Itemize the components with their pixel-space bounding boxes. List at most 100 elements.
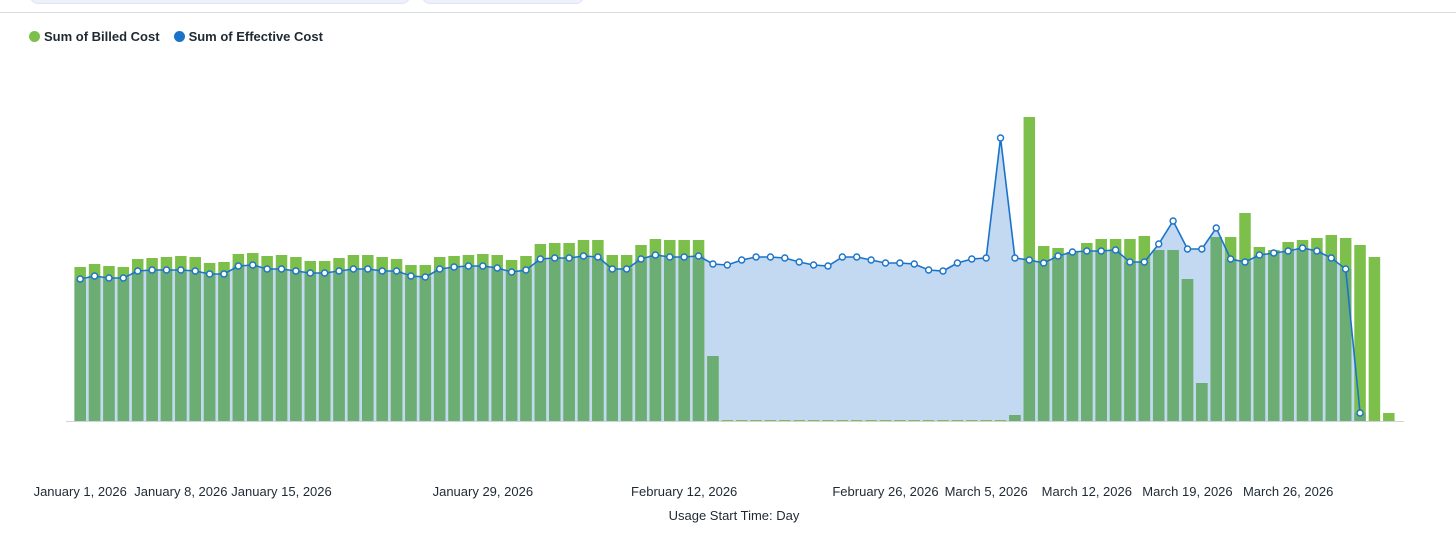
effective-cost-point[interactable]: [335, 267, 343, 275]
effective-cost-point[interactable]: [1140, 258, 1149, 266]
effective-cost-point[interactable]: [551, 254, 559, 262]
effective-cost-point[interactable]: [881, 259, 890, 267]
effective-cost-point[interactable]: [536, 255, 545, 263]
effective-cost-point[interactable]: [982, 254, 990, 262]
effective-cost-point[interactable]: [292, 267, 300, 275]
effective-cost-point[interactable]: [781, 254, 789, 262]
effective-cost-point[interactable]: [1126, 258, 1134, 266]
effective-cost-point[interactable]: [1241, 258, 1249, 266]
billed-cost-bar[interactable]: [750, 420, 762, 421]
effective-cost-point[interactable]: [1111, 246, 1120, 254]
effective-cost-point[interactable]: [809, 261, 818, 269]
effective-cost-point[interactable]: [90, 272, 99, 280]
effective-cost-point[interactable]: [1025, 256, 1033, 264]
effective-cost-point[interactable]: [493, 264, 501, 272]
billed-cost-bar[interactable]: [1368, 257, 1381, 421]
effective-cost-point[interactable]: [1097, 247, 1105, 255]
effective-cost-point[interactable]: [594, 253, 602, 261]
effective-cost-point[interactable]: [249, 261, 257, 269]
effective-cost-point[interactable]: [349, 265, 358, 273]
effective-cost-point[interactable]: [421, 273, 430, 281]
effective-cost-point[interactable]: [1255, 251, 1264, 259]
effective-cost-point[interactable]: [910, 260, 918, 268]
effective-cost-point[interactable]: [680, 253, 688, 261]
effective-cost-point[interactable]: [277, 265, 286, 273]
effective-cost-point[interactable]: [565, 254, 573, 262]
effective-cost-point[interactable]: [853, 253, 861, 261]
effective-cost-point[interactable]: [522, 266, 530, 274]
billed-cost-bar[interactable]: [994, 420, 1007, 421]
billed-cost-bar[interactable]: [966, 420, 978, 421]
effective-cost-point[interactable]: [694, 252, 703, 260]
effective-cost-point[interactable]: [378, 267, 386, 275]
effective-cost-point[interactable]: [723, 261, 732, 269]
billed-cost-bar[interactable]: [937, 420, 949, 421]
effective-cost-point[interactable]: [119, 274, 128, 282]
effective-cost-point[interactable]: [752, 253, 760, 261]
effective-cost-point[interactable]: [1011, 254, 1019, 262]
effective-cost-point[interactable]: [1356, 409, 1364, 417]
billed-cost-bar[interactable]: [865, 420, 877, 421]
effective-cost-point[interactable]: [450, 263, 458, 271]
effective-cost-point[interactable]: [637, 255, 645, 263]
billed-cost-bar[interactable]: [879, 420, 892, 421]
effective-cost-point[interactable]: [320, 269, 329, 277]
effective-cost-point[interactable]: [191, 267, 199, 275]
effective-cost-point[interactable]: [1270, 249, 1278, 257]
billed-cost-bar[interactable]: [793, 420, 805, 421]
effective-cost-point[interactable]: [1183, 245, 1192, 253]
effective-cost-point[interactable]: [464, 262, 473, 270]
effective-cost-point[interactable]: [709, 260, 717, 268]
effective-cost-point[interactable]: [896, 259, 904, 267]
effective-cost-point[interactable]: [1068, 248, 1077, 256]
billed-cost-bar[interactable]: [908, 420, 921, 421]
effective-cost-point[interactable]: [263, 265, 271, 273]
effective-cost-point[interactable]: [737, 256, 746, 264]
effective-cost-point[interactable]: [824, 262, 832, 270]
effective-cost-point[interactable]: [436, 265, 444, 273]
billed-cost-bar[interactable]: [807, 420, 820, 421]
effective-cost-point[interactable]: [1284, 247, 1292, 255]
effective-cost-point[interactable]: [220, 270, 228, 278]
effective-cost-point[interactable]: [1083, 247, 1091, 255]
effective-cost-point[interactable]: [234, 262, 243, 270]
effective-cost-point[interactable]: [364, 265, 372, 273]
legend-item-billed-cost[interactable]: Sum of Billed Cost: [29, 29, 160, 44]
billed-cost-bar[interactable]: [894, 420, 906, 421]
effective-cost-point[interactable]: [1313, 247, 1321, 255]
effective-cost-point[interactable]: [1212, 224, 1220, 232]
legend-item-effective-cost[interactable]: Sum of Effective Cost: [173, 29, 323, 44]
effective-cost-point[interactable]: [622, 265, 631, 273]
effective-cost-point[interactable]: [1298, 244, 1307, 252]
effective-cost-point[interactable]: [1155, 240, 1163, 248]
effective-cost-point[interactable]: [996, 134, 1005, 142]
billed-cost-bar[interactable]: [764, 420, 777, 421]
effective-cost-point[interactable]: [838, 253, 847, 261]
effective-cost-point[interactable]: [205, 270, 214, 278]
billed-cost-bar[interactable]: [1383, 413, 1395, 421]
effective-cost-point[interactable]: [306, 269, 314, 277]
effective-cost-point[interactable]: [105, 274, 113, 282]
effective-cost-point[interactable]: [924, 266, 933, 274]
effective-cost-point[interactable]: [148, 266, 156, 274]
billed-cost-bar[interactable]: [951, 420, 964, 421]
billed-cost-bar[interactable]: [822, 420, 834, 421]
billed-cost-bar[interactable]: [922, 420, 935, 421]
billed-cost-bar[interactable]: [779, 420, 791, 421]
billed-cost-bar[interactable]: [721, 420, 734, 421]
effective-cost-point[interactable]: [867, 256, 875, 264]
effective-cost-point[interactable]: [1327, 254, 1335, 262]
effective-cost-point[interactable]: [795, 258, 803, 266]
effective-cost-point[interactable]: [1169, 217, 1177, 225]
effective-cost-point[interactable]: [507, 268, 516, 276]
effective-cost-point[interactable]: [666, 253, 674, 261]
effective-cost-point[interactable]: [392, 267, 401, 275]
effective-cost-point[interactable]: [407, 272, 415, 280]
effective-cost-point[interactable]: [939, 267, 947, 275]
effective-cost-point[interactable]: [1198, 245, 1206, 253]
effective-cost-point[interactable]: [479, 262, 487, 270]
effective-cost-point[interactable]: [177, 266, 185, 274]
billed-cost-bar[interactable]: [980, 420, 992, 421]
billed-cost-bar[interactable]: [850, 420, 863, 421]
effective-cost-point[interactable]: [1039, 259, 1048, 267]
